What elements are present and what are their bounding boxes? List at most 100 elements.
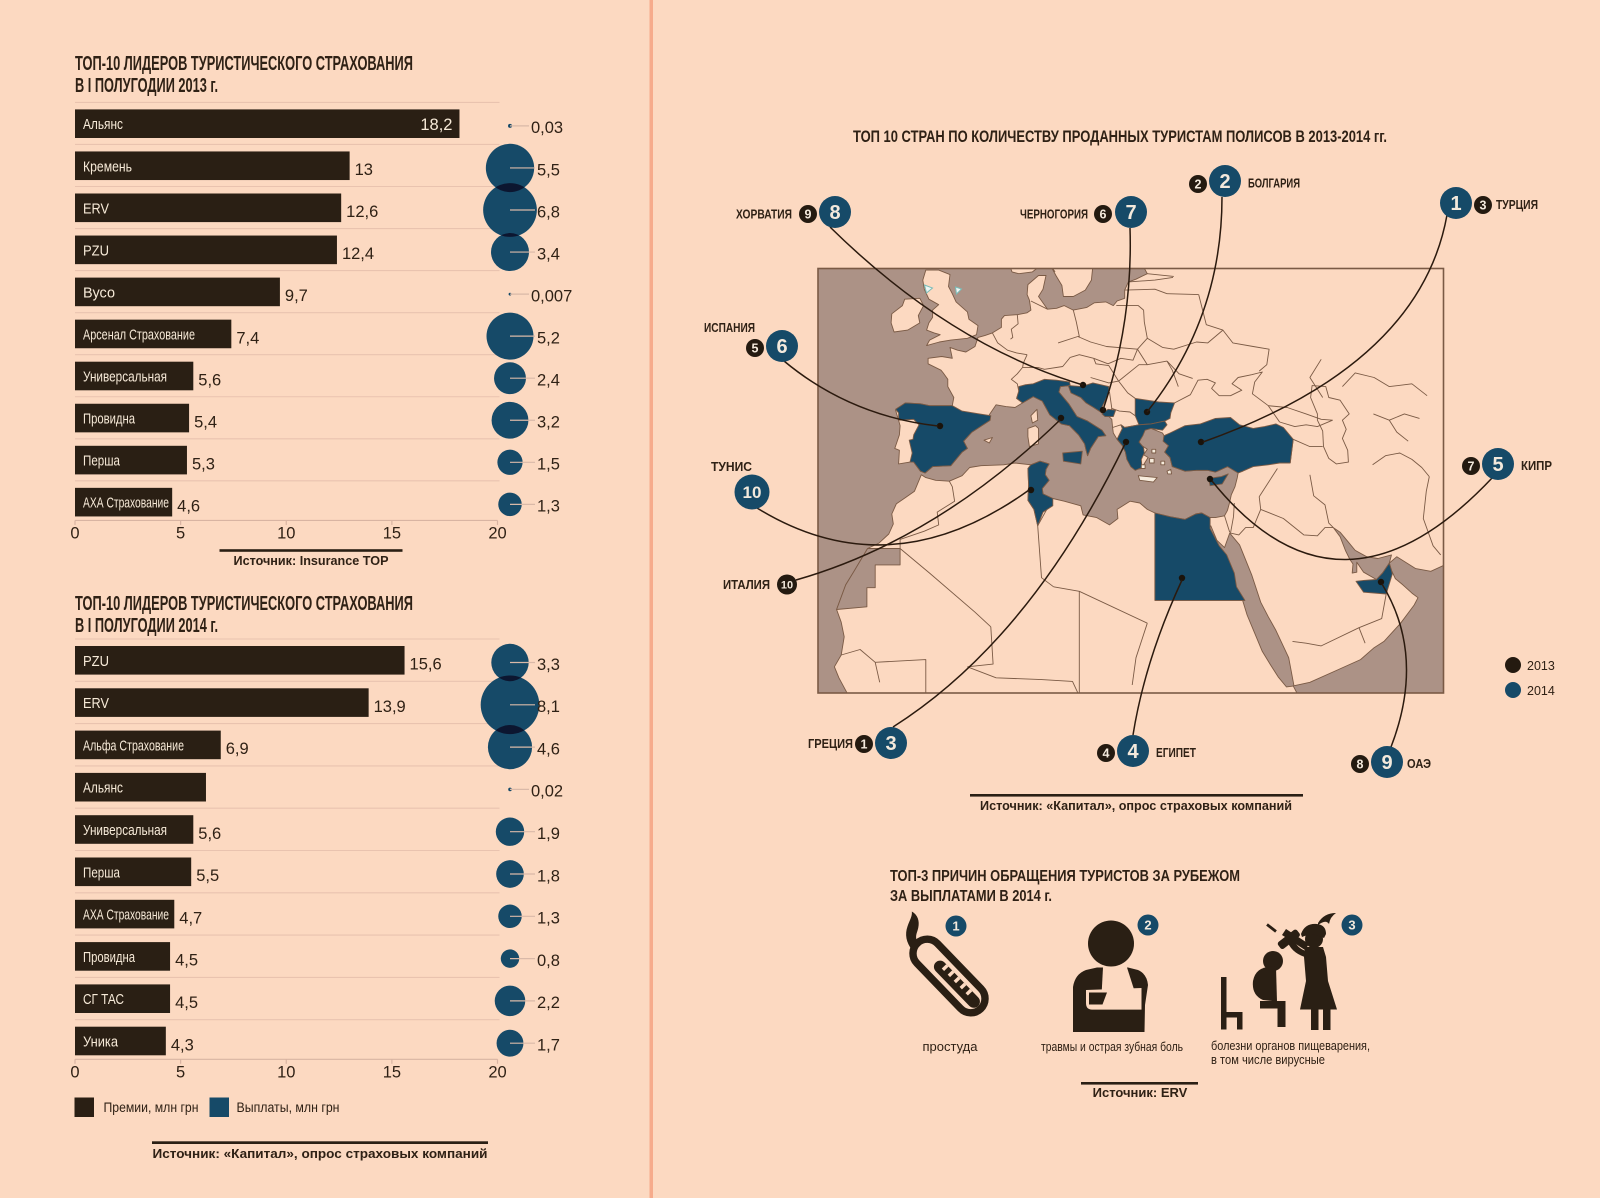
- svg-text:В I ПОЛУГОДИИ 2014 г.: В I ПОЛУГОДИИ 2014 г.: [75, 615, 218, 637]
- svg-text:Выплаты, млн грн: Выплаты, млн грн: [237, 1100, 340, 1115]
- svg-text:20: 20: [488, 524, 506, 542]
- svg-text:2014: 2014: [1527, 684, 1555, 698]
- svg-text:6: 6: [776, 336, 787, 358]
- svg-text:1,3: 1,3: [537, 498, 560, 516]
- svg-text:Универсальная: Универсальная: [83, 370, 167, 386]
- svg-text:4,7: 4,7: [179, 909, 202, 927]
- svg-text:5: 5: [176, 1063, 185, 1081]
- svg-text:болезни органов пищеварения,: болезни органов пищеварения,: [1211, 1038, 1370, 1053]
- svg-text:1,9: 1,9: [537, 825, 560, 843]
- svg-text:4,6: 4,6: [177, 497, 200, 515]
- svg-text:0: 0: [70, 1063, 79, 1081]
- svg-text:8: 8: [1357, 758, 1364, 772]
- svg-text:3,4: 3,4: [537, 245, 560, 263]
- svg-text:1,5: 1,5: [537, 456, 560, 474]
- svg-text:5,6: 5,6: [198, 371, 221, 389]
- svg-text:5,3: 5,3: [192, 455, 215, 473]
- svg-text:2: 2: [1144, 918, 1151, 933]
- svg-text:ХОРВАТИЯ: ХОРВАТИЯ: [736, 207, 792, 222]
- svg-text:ТОП 10 СТРАН ПО КОЛИЧЕСТВУ ПРО: ТОП 10 СТРАН ПО КОЛИЧЕСТВУ ПРОДАННЫХ ТУР…: [853, 128, 1387, 146]
- svg-text:Альфа Страхование: Альфа Страхование: [83, 738, 184, 754]
- svg-text:в том числе вирусные: в том числе вирусные: [1211, 1052, 1325, 1067]
- svg-text:9: 9: [805, 208, 812, 222]
- svg-text:ТОП-10 ЛИДЕРОВ ТУРИСТИЧЕСКОГО: ТОП-10 ЛИДЕРОВ ТУРИСТИЧЕСКОГО СТРАХОВАНИ…: [75, 53, 413, 75]
- svg-text:ИТАЛИЯ: ИТАЛИЯ: [723, 577, 770, 592]
- svg-text:5,6: 5,6: [198, 825, 221, 843]
- svg-text:БОЛГАРИЯ: БОЛГАРИЯ: [1248, 176, 1300, 191]
- svg-text:5: 5: [1492, 454, 1503, 476]
- svg-text:4: 4: [1103, 747, 1110, 761]
- svg-text:0,03: 0,03: [531, 119, 563, 137]
- svg-text:Источник: «Капитал», опрос стр: Источник: «Капитал», опрос страховых ком…: [153, 1146, 488, 1161]
- svg-text:7: 7: [1125, 202, 1136, 224]
- svg-text:10: 10: [743, 483, 762, 502]
- svg-text:2,2: 2,2: [537, 994, 560, 1012]
- svg-text:КИПР: КИПР: [1521, 458, 1552, 473]
- svg-text:2: 2: [1195, 178, 1202, 192]
- svg-text:13: 13: [355, 161, 373, 179]
- svg-text:4,3: 4,3: [171, 1036, 194, 1054]
- svg-text:5: 5: [752, 342, 759, 356]
- svg-text:20: 20: [488, 1063, 506, 1081]
- svg-text:12,6: 12,6: [346, 203, 378, 221]
- svg-text:2: 2: [1219, 171, 1230, 193]
- svg-text:АХА Страхование: АХА Страхование: [83, 496, 169, 512]
- svg-text:1,3: 1,3: [537, 910, 560, 928]
- svg-text:ТУРЦИЯ: ТУРЦИЯ: [1496, 197, 1538, 212]
- svg-text:Арсенал Страхование: Арсенал Страхование: [83, 327, 195, 343]
- svg-text:ИСПАНИЯ: ИСПАНИЯ: [704, 320, 755, 335]
- svg-text:ЗА ВЫПЛАТАМИ В 2014 г.: ЗА ВЫПЛАТАМИ В 2014 г.: [890, 888, 1052, 905]
- svg-text:ГРЕЦИЯ: ГРЕЦИЯ: [808, 736, 853, 751]
- svg-text:ТОП-3 ПРИЧИН ОБРАЩЕНИЯ ТУРИСТО: ТОП-3 ПРИЧИН ОБРАЩЕНИЯ ТУРИСТОВ ЗА РУБЕЖ…: [890, 868, 1240, 885]
- svg-text:PZU: PZU: [83, 243, 109, 259]
- svg-text:10: 10: [781, 579, 793, 591]
- svg-text:10: 10: [277, 524, 295, 542]
- svg-text:12,4: 12,4: [342, 245, 374, 263]
- svg-text:ERV: ERV: [83, 201, 109, 217]
- svg-text:0,8: 0,8: [537, 952, 560, 970]
- svg-text:8,1: 8,1: [537, 698, 560, 716]
- svg-text:простуда: простуда: [923, 1039, 979, 1054]
- svg-text:4,5: 4,5: [175, 952, 198, 970]
- svg-text:15,6: 15,6: [410, 656, 442, 674]
- svg-text:5: 5: [176, 524, 185, 542]
- svg-text:9,7: 9,7: [285, 287, 308, 305]
- svg-text:3: 3: [1348, 918, 1355, 933]
- svg-text:4,6: 4,6: [537, 740, 560, 758]
- svg-text:Источник: Insurance TOP: Источник: Insurance TOP: [234, 553, 389, 568]
- svg-text:3: 3: [885, 733, 896, 755]
- svg-text:ЧЕРНОГОРИЯ: ЧЕРНОГОРИЯ: [1020, 207, 1088, 222]
- svg-text:АХА Страхование: АХА Страхование: [83, 908, 169, 924]
- svg-text:18,2: 18,2: [420, 116, 452, 134]
- svg-text:Альянс: Альянс: [83, 117, 123, 133]
- svg-text:Универсальная: Универсальная: [83, 823, 167, 839]
- svg-text:Источник: ERV: Источник: ERV: [1093, 1085, 1188, 1100]
- svg-text:1,7: 1,7: [537, 1037, 560, 1055]
- svg-text:5,2: 5,2: [537, 329, 560, 347]
- svg-text:3,2: 3,2: [537, 414, 560, 432]
- svg-text:1: 1: [861, 738, 868, 752]
- svg-text:15: 15: [383, 524, 401, 542]
- svg-text:ТОП-10 ЛИДЕРОВ ТУРИСТИЧЕСКОГО: ТОП-10 ЛИДЕРОВ ТУРИСТИЧЕСКОГО СТРАХОВАНИ…: [75, 593, 413, 615]
- svg-text:2013: 2013: [1527, 659, 1555, 673]
- svg-text:6,9: 6,9: [226, 740, 249, 758]
- svg-text:3,3: 3,3: [537, 656, 560, 674]
- svg-text:Кремень: Кремень: [83, 159, 132, 175]
- svg-text:ЕГИПЕТ: ЕГИПЕТ: [1156, 745, 1196, 760]
- svg-text:Провидна: Провидна: [83, 412, 136, 428]
- svg-text:1,8: 1,8: [537, 867, 560, 885]
- svg-text:4,5: 4,5: [175, 994, 198, 1012]
- svg-text:Источник: «Капитал», опрос стр: Источник: «Капитал», опрос страховых ком…: [980, 798, 1292, 813]
- svg-text:Альянс: Альянс: [83, 781, 123, 797]
- svg-text:13,9: 13,9: [374, 698, 406, 716]
- svg-text:Уника: Уника: [83, 1035, 119, 1051]
- svg-text:ERV: ERV: [83, 696, 109, 712]
- svg-text:3: 3: [1480, 199, 1487, 213]
- svg-text:10: 10: [277, 1063, 295, 1081]
- svg-text:7,4: 7,4: [236, 329, 259, 347]
- svg-text:5,5: 5,5: [537, 161, 560, 179]
- svg-text:Вусо: Вусо: [83, 285, 115, 301]
- svg-text:Провидна: Провидна: [83, 950, 136, 966]
- svg-text:6: 6: [1100, 208, 1107, 222]
- svg-text:СГ ТАС: СГ ТАС: [83, 992, 124, 1008]
